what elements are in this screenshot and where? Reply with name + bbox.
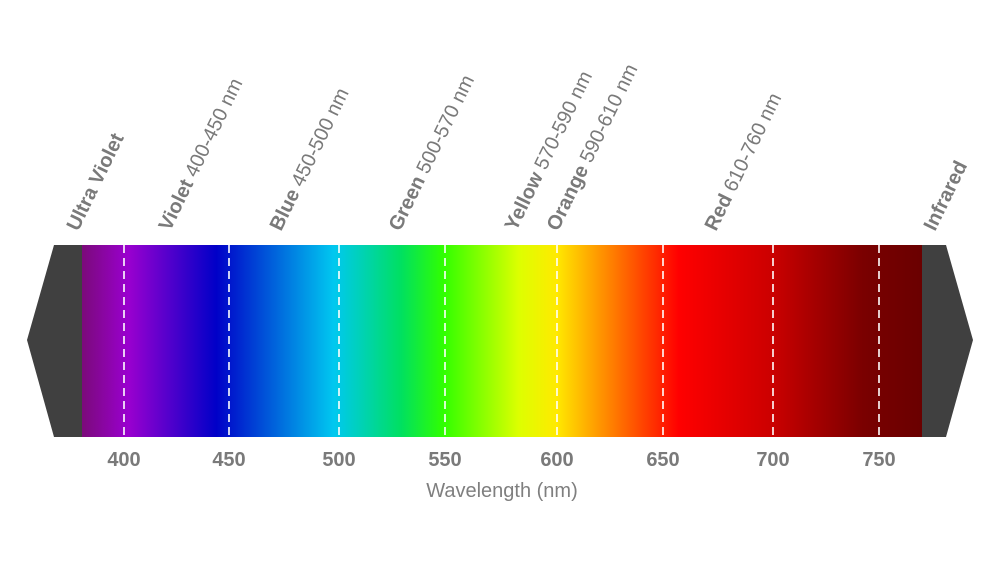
tick-labels: 400 450 500 550 600 650 700 750 [107, 449, 895, 471]
tick-400: 400 [107, 449, 140, 471]
label-green-range: 500-570 nm [413, 72, 480, 178]
ultraviolet-end-cap [27, 245, 82, 437]
divider-lines [123, 245, 880, 437]
band-labels: Ultra Violet Violet 400-450 nm Blue 450-… [63, 61, 972, 235]
label-blue: Blue 450-500 nm [266, 85, 354, 235]
tick-450: 450 [212, 449, 245, 471]
tick-750: 750 [862, 449, 895, 471]
tick-650: 650 [646, 449, 679, 471]
tick-700: 700 [756, 449, 789, 471]
label-violet-range: 400-450 nm [181, 75, 248, 181]
label-ultra-violet: Ultra Violet [63, 130, 129, 235]
label-red: Red 610-760 nm [701, 90, 787, 235]
label-violet: Violet 400-450 nm [155, 75, 248, 234]
label-red-range: 610-760 nm [720, 90, 787, 196]
label-ultra-violet-name: Ultra Violet [63, 130, 129, 235]
axis-title: Wavelength (nm) [426, 480, 578, 502]
label-infrared: Infrared [920, 158, 972, 235]
label-yellow-name: Yellow [501, 168, 548, 234]
tick-500: 500 [322, 449, 355, 471]
label-green: Green 500-570 nm [385, 72, 479, 235]
infrared-end-cap [922, 245, 973, 437]
visible-spectrum-band [82, 245, 922, 437]
label-violet-name: Violet [155, 176, 199, 235]
label-infrared-name: Infrared [920, 158, 972, 235]
tick-550: 550 [428, 449, 461, 471]
label-blue-range: 450-500 nm [287, 85, 354, 191]
label-green-name: Green [385, 173, 430, 235]
tick-600: 600 [540, 449, 573, 471]
